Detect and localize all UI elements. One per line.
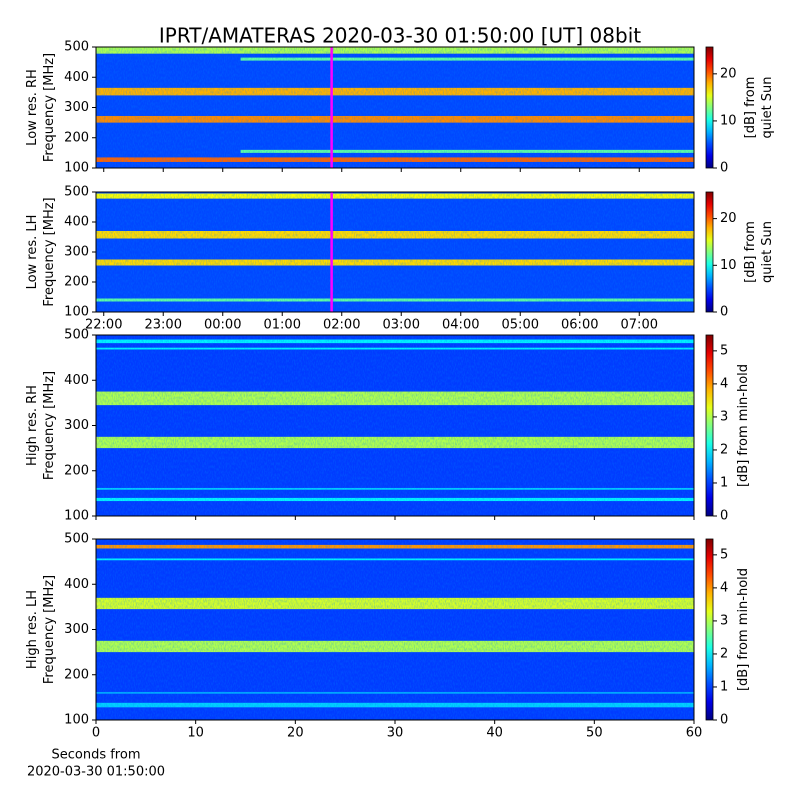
- x-tick-label: 06:00: [561, 318, 598, 333]
- colorbar-tick-label: 0: [720, 305, 728, 320]
- colorbar-label: [dB] from min-hold: [736, 364, 751, 487]
- colorbar-label-line: quiet Sun: [760, 76, 775, 138]
- y-tick-label: 100: [64, 713, 89, 728]
- y-axis-label-line: High res. LH: [25, 590, 40, 669]
- y-tick-label: 200: [64, 275, 89, 290]
- y-tick-label: 200: [64, 667, 89, 682]
- x-tick-label: 40: [486, 726, 503, 741]
- y-tick-label: 100: [64, 509, 89, 524]
- colorbar-label: [dB] from min-hold: [736, 568, 751, 691]
- y-axis-label: Low res. LH Frequency [MHz]: [25, 197, 57, 306]
- x-tick-label: 20: [287, 726, 304, 741]
- x-tick-label: 00:00: [204, 318, 241, 333]
- colorbar-label: [dB] from quiet Sun: [743, 221, 775, 283]
- y-tick-label: 100: [64, 161, 89, 176]
- colorbar-tick-label: 20: [720, 211, 737, 226]
- chart-title: IPRT/AMATERAS 2020-03-30 01:50:00 [UT] 0…: [159, 24, 641, 48]
- colorbar-tick-label: 0: [720, 161, 728, 176]
- y-axis-label: High res. LH Frequency [MHz]: [25, 575, 57, 684]
- x-tick-label: 02:00: [323, 318, 360, 333]
- y-axis-label-line: Frequency [MHz]: [42, 53, 57, 162]
- colorbar-tick-label: 3: [720, 409, 728, 424]
- colorbar: [705, 334, 714, 517]
- colorbar-label-line: [dB] from: [743, 77, 758, 139]
- x-tick-label: 07:00: [621, 318, 658, 333]
- colorbar-label: [dB] from quiet Sun: [743, 76, 775, 138]
- y-tick-label: 400: [64, 577, 89, 592]
- y-axis-label: High res. RH Frequency [MHz]: [25, 371, 57, 480]
- colorbar-tick-label: 2: [720, 442, 728, 457]
- x-tick-label: 23:00: [145, 318, 182, 333]
- y-axis-label: Low res. RH Frequency [MHz]: [25, 53, 57, 162]
- x-axis-label: Seconds from: [51, 748, 140, 763]
- plot-area: [96, 192, 694, 312]
- noise: [96, 192, 694, 312]
- y-tick-label: 400: [64, 215, 89, 230]
- y-tick-label: 100: [64, 305, 89, 320]
- x-tick-label: 0: [92, 726, 100, 741]
- colorbar-tick-label: 3: [720, 613, 728, 628]
- y-tick-label: 200: [64, 130, 89, 145]
- y-tick-label: 200: [64, 463, 89, 478]
- x-tick-label: 01:00: [264, 318, 301, 333]
- colorbar-label-line: [dB] from min-hold: [736, 568, 751, 691]
- noise: [96, 47, 694, 168]
- y-tick-label: 400: [64, 70, 89, 85]
- y-axis-label-line: Low res. RH: [25, 69, 40, 146]
- colorbar: [705, 538, 714, 721]
- colorbar: [705, 46, 714, 169]
- colorbar-label-line: [dB] from min-hold: [736, 364, 751, 487]
- colorbar-tick-label: 5: [720, 547, 728, 562]
- y-tick-label: 500: [64, 40, 89, 55]
- y-axis-label-line: Frequency [MHz]: [42, 197, 57, 306]
- y-tick-label: 500: [64, 328, 89, 343]
- colorbar-label-line: quiet Sun: [760, 221, 775, 283]
- y-axis-label-line: Low res. LH: [25, 215, 40, 290]
- colorbar-tick-label: 1: [720, 475, 728, 490]
- colorbar-tick-label: 2: [720, 646, 728, 661]
- x-axis-label: 2020-03-30 01:50:00: [27, 765, 165, 780]
- colorbar-tick-label: 5: [720, 343, 728, 358]
- x-tick-label: 04:00: [442, 318, 479, 333]
- colorbar-label-line: [dB] from: [743, 221, 758, 283]
- y-axis-label-line: Frequency [MHz]: [42, 575, 57, 684]
- y-tick-label: 300: [64, 245, 89, 260]
- y-tick-label: 400: [64, 373, 89, 388]
- colorbar-tick-label: 20: [720, 66, 737, 81]
- x-tick-label: 60: [686, 726, 703, 741]
- y-tick-label: 300: [64, 100, 89, 115]
- y-tick-label: 500: [64, 185, 89, 200]
- colorbar-tick-label: 0: [720, 509, 728, 524]
- colorbar-tick-label: 1: [720, 679, 728, 694]
- noise: [96, 539, 694, 720]
- colorbar-tick-label: 10: [720, 113, 737, 128]
- y-axis-label-line: High res. RH: [25, 385, 40, 466]
- x-tick-label: 10: [187, 726, 204, 741]
- x-tick-label: 03:00: [383, 318, 420, 333]
- noise: [96, 335, 694, 516]
- plot-area: [96, 47, 694, 168]
- colorbar-tick-label: 4: [720, 376, 728, 391]
- colorbar: [705, 191, 714, 313]
- colorbar-tick-label: 0: [720, 713, 728, 728]
- y-axis-label-line: Frequency [MHz]: [42, 371, 57, 480]
- y-tick-label: 300: [64, 418, 89, 433]
- x-tick-label: 30: [387, 726, 404, 741]
- y-tick-label: 500: [64, 532, 89, 547]
- x-tick-label: 22:00: [85, 318, 122, 333]
- plot-area: [96, 335, 694, 516]
- colorbar-tick-label: 10: [720, 258, 737, 273]
- x-tick-label: 05:00: [502, 318, 539, 333]
- y-tick-label: 300: [64, 622, 89, 637]
- plot-area: [96, 539, 694, 720]
- x-tick-label: 50: [586, 726, 603, 741]
- colorbar-tick-label: 4: [720, 580, 728, 595]
